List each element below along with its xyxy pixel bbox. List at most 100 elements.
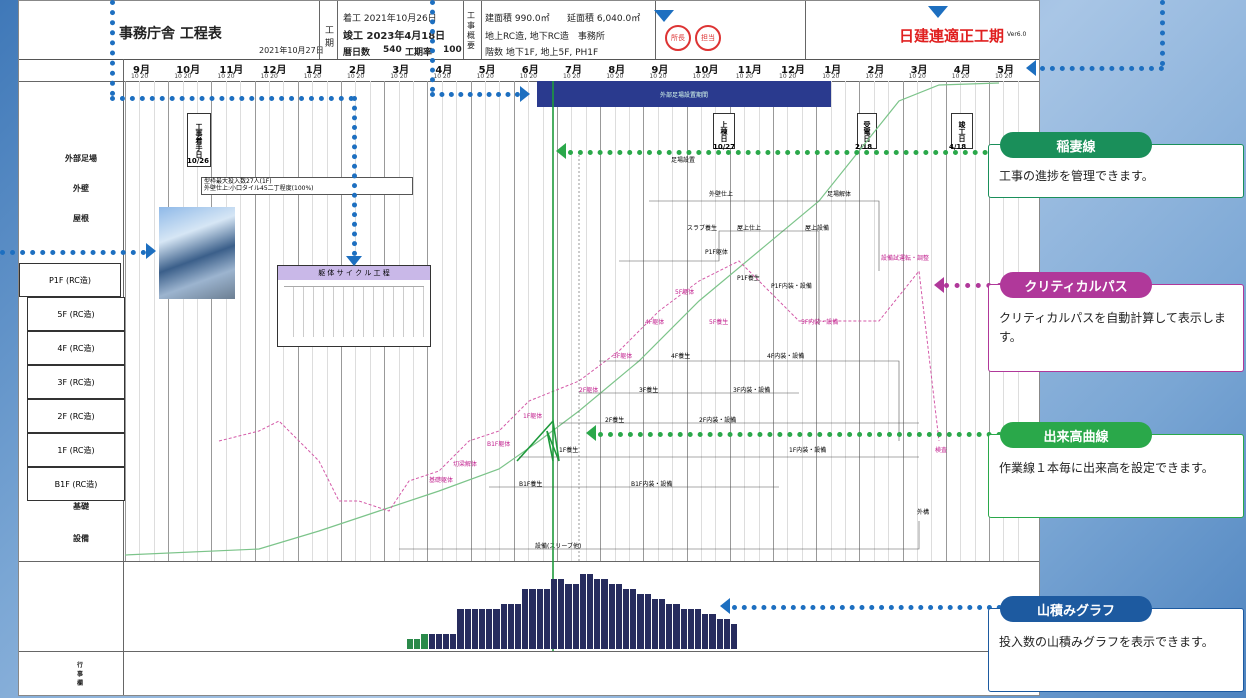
connector-progress [598, 432, 1002, 437]
task-p1f-interior: P1F内装・設備 [771, 283, 812, 290]
note-exterior: 外壁仕上:小口タイル45二丁程度(100%) [204, 185, 314, 192]
month-sub-label: 10 20 [649, 73, 667, 80]
grid-line [225, 81, 227, 561]
task-4f-frame: 4F躯体 [645, 319, 665, 326]
connector-critical [944, 283, 1002, 288]
grid-line [211, 81, 213, 561]
note-formwork: 型枠最大投入数27人(1F) [204, 178, 272, 185]
grid-line [542, 81, 544, 561]
connector-version-v [1160, 0, 1165, 66]
schedule-sheet: 事務庁舎 工程表 2021年10月27日 工期 着工 2021年10月26日 竣… [18, 0, 1040, 696]
frame-cycle-title: 躯 体 サ イ ク ル 工 程 [278, 266, 430, 280]
schedule-lines [124, 81, 1000, 651]
schedule-header: 事務庁舎 工程表 2021年10月27日 工期 着工 2021年10月26日 竣… [19, 1, 1039, 60]
grid-line [974, 81, 976, 561]
milestone-power: 受電日 [857, 113, 877, 149]
histogram-bar [457, 609, 464, 649]
month-sub-label: 10 20 [735, 73, 753, 80]
month-label: 1月 [824, 65, 842, 76]
end-date: 竣工 2023年4月18日 [343, 31, 446, 42]
task-b1f-cure: B1F養生 [519, 481, 543, 488]
histogram-bar [630, 589, 637, 649]
callout-critical-title: クリティカルパス [1000, 272, 1152, 298]
grid-line [931, 81, 933, 561]
histogram-bar [529, 589, 536, 649]
grid-line [672, 81, 674, 561]
connector-title [110, 0, 115, 96]
task-b1f-frame: B1F躯体 [487, 441, 511, 448]
floors-text: 階数 地下1F, 地上5F, PH1F [485, 48, 599, 58]
month-sub-label: 10 20 [779, 73, 797, 80]
start-date: 着工 2021年10月26日 [343, 14, 437, 24]
grid-line [801, 81, 803, 561]
histogram-bar [493, 609, 500, 649]
grid-line [139, 81, 141, 561]
milestone-start: 工事着手日 [187, 113, 211, 167]
arrow-photo [146, 243, 156, 259]
month-label: 3月 [392, 65, 410, 76]
month-label: 11月 [219, 65, 244, 76]
task-1f-cure: 1F養生 [559, 447, 579, 454]
grid-line [585, 81, 587, 561]
task-equip-sleeve: 設備(スリーブ他) [535, 543, 582, 550]
histogram-bar [479, 609, 486, 649]
row-label-scaffold: 外部足場 [65, 154, 97, 163]
task-1f-interior: 1F内装・設備 [789, 447, 827, 454]
row-label-2f: 2F (RC造) [27, 399, 125, 433]
month-sub-label: 10 20 [519, 73, 537, 80]
task-3f-frame: 3F躯体 [613, 353, 633, 360]
row-label-1f: 1F (RC造) [27, 433, 125, 467]
task-roof-finish: 屋上仕上 [737, 225, 762, 232]
grid-line [125, 81, 126, 561]
grid-line [269, 81, 270, 561]
month-label: 6月 [521, 65, 539, 76]
issue-date: 2021年10月27日 [259, 46, 324, 55]
task-scaffold-remove: 足場解体 [827, 191, 852, 198]
month-label: 2月 [867, 65, 885, 76]
histogram-bar [644, 594, 651, 649]
histogram-bar [680, 609, 687, 649]
grid-line [744, 81, 746, 561]
grid-line [456, 81, 458, 561]
histogram-bar [666, 604, 673, 649]
grid-line [182, 81, 184, 561]
callout-inazuma-title: 稲妻線 [1000, 132, 1152, 158]
histogram-bar [651, 599, 658, 649]
task-2f-frame: 2F躯体 [579, 387, 599, 394]
grid-line [686, 81, 688, 561]
histogram-bar [565, 584, 572, 649]
month-sub-label: 10 20 [131, 73, 149, 80]
stamp-manager: 所長 [665, 25, 691, 51]
stamp-staff: 担当 [695, 25, 721, 51]
month-sub-label: 10 20 [217, 73, 235, 80]
arrow-bar [520, 86, 530, 102]
grid-line [960, 81, 962, 561]
milestone-completion: 竣工日 [951, 113, 973, 149]
task-5f-cure: 5F養生 [709, 319, 729, 326]
arrow-stamp [654, 10, 674, 22]
callout-critical: クリティカルパスを自動計算して表示します。 [988, 284, 1244, 372]
callout-critical-text: クリティカルパスを自動計算して表示します。 [999, 311, 1226, 345]
month-label: 7月 [565, 65, 582, 76]
histogram-bar [414, 639, 421, 649]
histogram-bar [709, 614, 716, 649]
schedule-title: 事務庁舎 工程表 [119, 26, 222, 42]
task-b1f-interior: B1F内装・設備 [631, 481, 673, 488]
month-label: 12月 [781, 65, 805, 76]
task-exterior-works: 外構 [917, 509, 930, 516]
grid-line [614, 81, 616, 561]
version-label: Ver6.0 [1007, 31, 1027, 38]
arrow-critical [934, 277, 944, 293]
month-label: 5月 [478, 65, 496, 76]
callout-inazuma-text: 工事の進捗を管理できます。 [999, 169, 1154, 183]
row-label-roof: 屋根 [73, 214, 89, 223]
grid-line [917, 81, 918, 561]
row-label-wall: 外壁 [73, 184, 89, 193]
task-slab-cure: スラブ養生 [687, 225, 718, 232]
brand-title: 日建連適正工期 [899, 27, 1005, 45]
task-5f-interior: 5F内装・設備 [801, 319, 839, 326]
connector-header [430, 0, 435, 92]
period-label: 工期 [325, 26, 335, 49]
row-label-ph: P1F (RC造) [19, 263, 121, 297]
grid-line [557, 81, 558, 561]
